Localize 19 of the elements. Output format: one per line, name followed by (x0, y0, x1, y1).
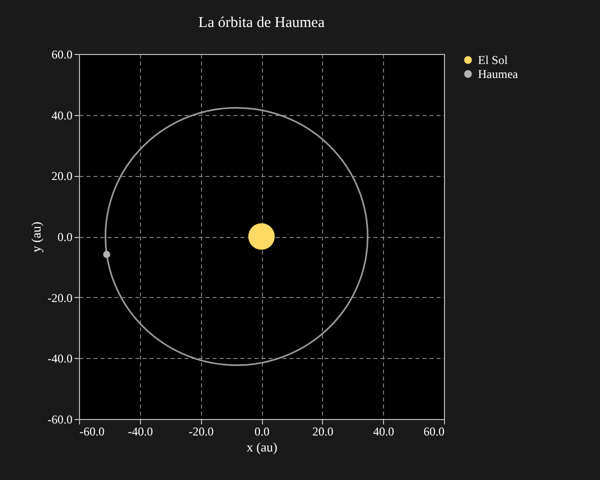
y-tick-label: 60.0 (52, 48, 72, 62)
x-tick-label: 40.0 (373, 424, 394, 438)
x-tick-label: 60.0 (424, 424, 444, 438)
x-tick-label: 20.0 (312, 424, 334, 438)
y-tick-label: 20.0 (52, 169, 72, 184)
y-axis-title: y (au) (28, 222, 44, 252)
y-tick-label: -60.0 (48, 412, 72, 426)
x-tick-label: 0.0 (254, 424, 270, 438)
y-tick-label: 40.0 (52, 108, 72, 122)
y-tick-label: 0.0 (58, 230, 72, 244)
legend-label: Haumea (478, 67, 519, 81)
legend-label: El Sol (478, 53, 508, 67)
x-axis-title: x (au) (246, 440, 278, 454)
x-tick-label: -60.0 (80, 424, 104, 438)
chart-title: La órbita de Haumea (198, 15, 325, 31)
x-tick-label: -40.0 (128, 424, 153, 438)
y-tick-label: -40.0 (48, 352, 72, 366)
x-tick-label: -20.0 (188, 424, 214, 438)
y-tick-label: -20.0 (48, 290, 72, 305)
